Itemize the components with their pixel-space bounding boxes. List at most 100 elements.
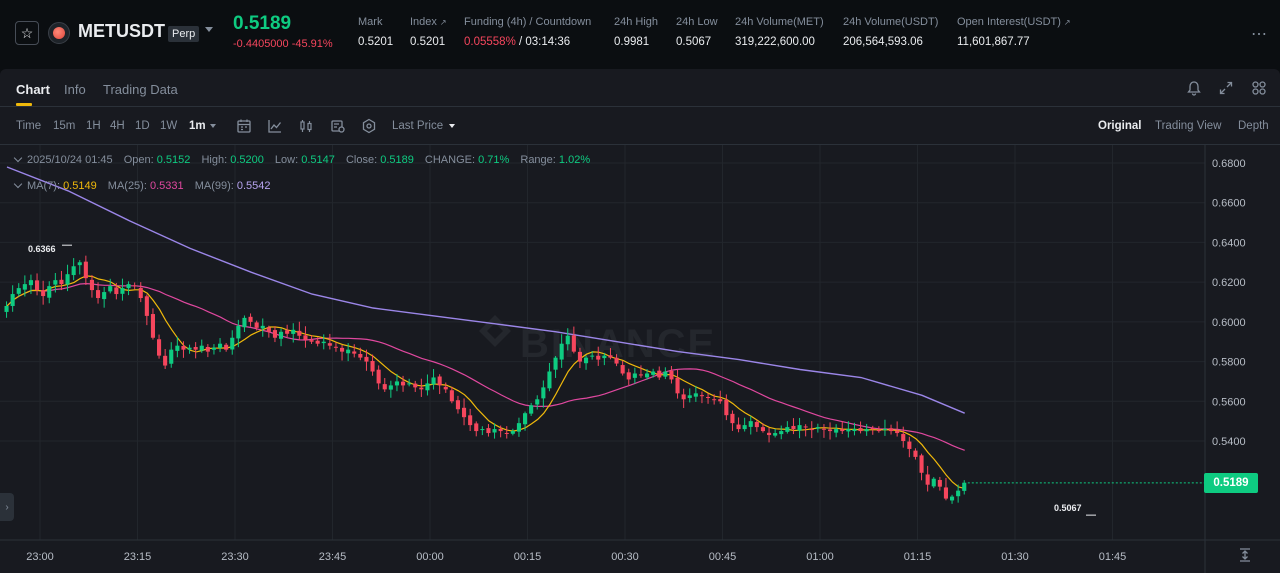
candle-body <box>638 374 643 376</box>
calendar-icon[interactable] <box>236 118 252 134</box>
stat-value: 0.5201 <box>358 36 394 48</box>
candle-body <box>632 373 637 378</box>
candle-body <box>950 496 955 501</box>
candle-body <box>22 284 27 290</box>
candle-body <box>864 429 869 432</box>
chart-canvas[interactable]: BINANCE 0.68000.66000.64000.62000.60000.… <box>0 145 1280 573</box>
ohlc-legend: 2025/10/24 01:45 Open: 0.5152 High: 0.52… <box>13 153 590 166</box>
tab-info[interactable]: Info <box>64 82 86 97</box>
candle-body <box>486 428 491 434</box>
x-tick-label: 00:15 <box>514 551 542 563</box>
x-tick-label: 00:00 <box>416 551 444 563</box>
candle-style-icon[interactable] <box>298 118 314 134</box>
favorite-star-icon[interactable]: ☆ <box>15 21 39 45</box>
panel-tabs: Chart Info Trading Data <box>0 69 1280 107</box>
candle-body <box>303 335 308 340</box>
x-tick-label: 23:45 <box>319 551 347 563</box>
candle-body <box>388 385 393 390</box>
chevron-right-icon[interactable]: › <box>0 493 14 521</box>
candle-body <box>913 450 918 457</box>
candlestick-chart[interactable]: BINANCE 0.6800 0.6600 0.6400 0.6200 0.6000 0.… <box>0 145 1280 573</box>
external-link-icon[interactable]: ↗ <box>439 18 447 27</box>
price-change: -0.4405000 -45.91% <box>233 38 333 50</box>
candle-body <box>529 405 534 414</box>
symbol-dropdown-icon[interactable] <box>205 27 213 32</box>
layout-grid-icon[interactable] <box>1251 80 1267 96</box>
candle-body <box>340 347 345 352</box>
candle-body <box>285 330 290 334</box>
auto-scale-icon[interactable] <box>1237 547 1253 563</box>
candle-body <box>712 399 717 401</box>
candle-body <box>535 399 540 405</box>
candle-body <box>321 341 326 344</box>
tab-trading-data[interactable]: Trading Data <box>103 82 178 97</box>
legend-ma25: 0.5331 <box>149 180 184 192</box>
indicator-chart-icon[interactable] <box>267 118 283 134</box>
candle-body <box>760 427 765 432</box>
view-original[interactable]: Original <box>1098 120 1142 132</box>
timeframe-1d[interactable]: 1D <box>135 120 150 132</box>
candle-body <box>169 349 174 364</box>
stat-label: Mark <box>358 16 383 28</box>
candle-body <box>742 425 747 430</box>
settings-sliders-icon[interactable] <box>330 118 346 134</box>
bell-icon[interactable] <box>1186 80 1202 96</box>
price-type-dropdown[interactable]: Last Price <box>392 120 456 132</box>
candle-body <box>279 331 284 339</box>
legend-high: 0.5200 <box>230 154 264 166</box>
candle-body <box>59 279 64 285</box>
timeframe-time[interactable]: Time <box>16 120 42 132</box>
legend-change: 0.71% <box>478 154 510 166</box>
candle-body <box>846 429 851 432</box>
chart-toolbar: Time 15m 1H 4H 1D 1W 1m Last Price Origi… <box>0 107 1280 145</box>
candle-body <box>4 305 9 312</box>
timeframe-1w[interactable]: 1W <box>160 120 178 132</box>
symbol-name[interactable]: METUSDT <box>78 21 165 41</box>
hexagon-settings-icon[interactable] <box>361 118 377 134</box>
candle-body <box>937 479 942 487</box>
candle-body <box>315 340 320 344</box>
view-trading-view[interactable]: Trading View <box>1155 120 1222 132</box>
candle-body <box>895 430 900 434</box>
more-options-icon[interactable]: ⋯ <box>1251 26 1268 43</box>
stat-open-interest[interactable]: Open Interest(USDT) ↗ 11,601,867.77 <box>957 16 1071 48</box>
timeframe-4h[interactable]: 4H <box>110 120 125 132</box>
collapse-caret-icon[interactable] <box>13 153 23 163</box>
candle-body <box>608 355 613 358</box>
stat-value: 0.5201 <box>410 36 446 48</box>
candle-body <box>699 395 704 397</box>
timeframe-15m[interactable]: 15m <box>53 120 76 132</box>
candle-body <box>230 337 235 350</box>
legend-low: 0.5147 <box>301 154 335 166</box>
candle-body <box>77 262 82 266</box>
external-link-icon[interactable]: ↗ <box>1063 18 1071 27</box>
candle-body <box>669 370 674 380</box>
candle-body <box>242 317 247 328</box>
candle-body <box>358 353 363 358</box>
candle-body <box>114 287 119 295</box>
candle-body <box>858 428 863 432</box>
candle-body <box>236 325 241 339</box>
candle-body <box>773 433 778 436</box>
candle-body <box>443 386 448 390</box>
collapse-caret-icon[interactable] <box>13 179 23 189</box>
legend-ma99-label: MA(99): <box>194 180 234 192</box>
coin-logo-icon <box>48 22 70 44</box>
candle-body <box>309 340 314 342</box>
view-depth[interactable]: Depth <box>1238 120 1269 132</box>
timeframe-1m-dropdown[interactable]: 1m <box>189 120 216 132</box>
candle-body <box>89 279 94 291</box>
candle-body <box>96 290 101 299</box>
candle-body <box>71 266 76 276</box>
expand-icon[interactable] <box>1218 80 1234 96</box>
tab-chart[interactable]: Chart <box>16 82 50 97</box>
y-tick-label: 0.6600 <box>1212 198 1246 210</box>
legend-ma7: 0.5149 <box>63 180 97 192</box>
candle-body <box>767 432 772 436</box>
funding-rate: 0.05558% <box>464 36 516 48</box>
candle-body <box>876 429 881 432</box>
candle-body <box>224 344 229 350</box>
timeframe-1h[interactable]: 1H <box>86 120 101 132</box>
stat-index[interactable]: Index ↗ 0.5201 <box>410 16 447 48</box>
stat-value: 0.5067 <box>676 36 712 48</box>
